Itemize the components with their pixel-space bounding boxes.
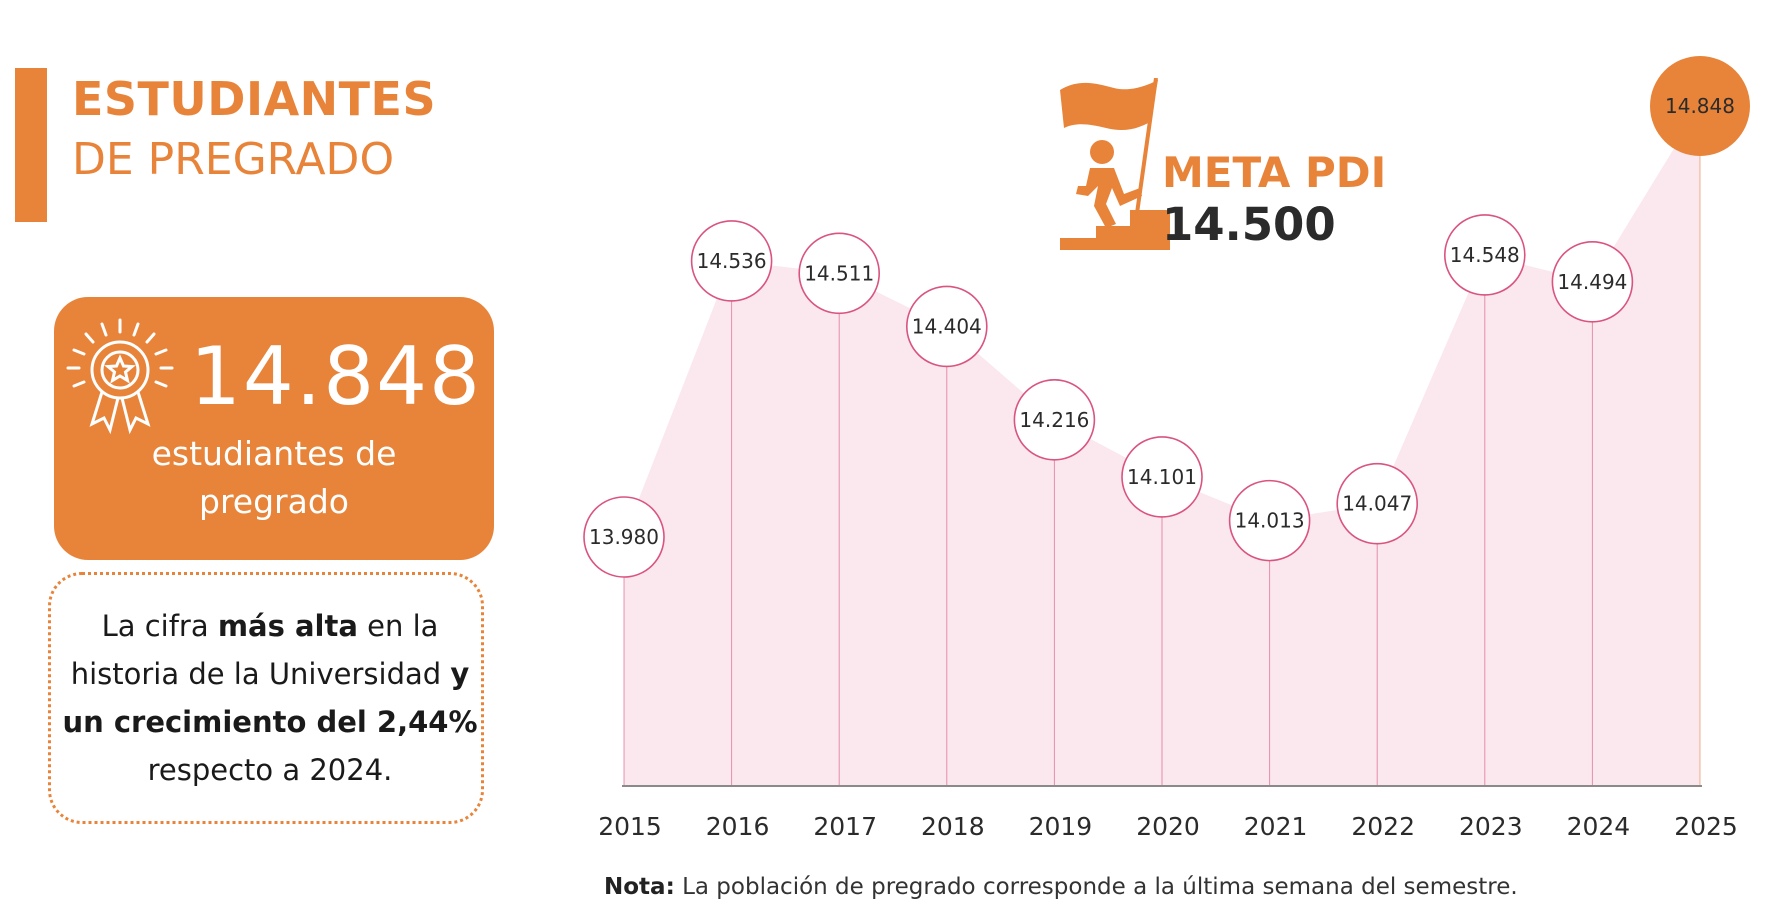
drop-lines <box>623 156 1701 786</box>
x-tick-label-2024: 2024 <box>1567 812 1631 841</box>
x-tick-label-2025: 2025 <box>1674 812 1738 841</box>
data-label-2024: 14.494 <box>1557 270 1627 294</box>
x-tick-label-2018: 2018 <box>921 812 985 841</box>
data-label-2016: 14.536 <box>697 249 767 273</box>
x-tick-label-2017: 2017 <box>813 812 877 841</box>
x-tick-label-2023: 2023 <box>1459 812 1523 841</box>
data-label-2020: 14.101 <box>1127 465 1197 489</box>
marker-2021 <box>1228 479 1311 562</box>
x-tick-label-2015: 2015 <box>598 812 662 841</box>
highlight-note-text: La cifra más alta en la historia de la U… <box>60 602 480 794</box>
data-label-2015: 13.980 <box>589 525 659 549</box>
highlight-note-box <box>48 572 484 824</box>
stat-label-line2: pregrado <box>199 482 349 521</box>
marker-2023 <box>1444 214 1526 296</box>
area-fill <box>624 106 1700 786</box>
data-label-2018: 14.404 <box>912 314 982 338</box>
x-axis-labels: 2015 2016 2017 2018 2019 2020 2021 2022 2023 2024… <box>598 812 1738 841</box>
marker-2022 <box>1336 462 1418 545</box>
note-text-part1: La cifra <box>101 609 218 643</box>
x-tick-label-2016: 2016 <box>706 812 770 841</box>
page-title: ESTUDIANTES <box>72 72 437 126</box>
marker-2017 <box>798 232 881 315</box>
stat-card <box>54 297 494 560</box>
marker-2016 <box>690 220 773 302</box>
note-text-bold2: y un crecimiento del 2,44% <box>62 657 478 739</box>
stat-label: estudiantes de pregrado <box>54 430 494 526</box>
data-label-2019: 14.216 <box>1019 408 1089 432</box>
footnote-text: La población de pregrado corresponde a l… <box>674 874 1518 900</box>
data-label-2022: 14.047 <box>1342 492 1412 516</box>
stat-label-line1: estudiantes de <box>151 434 397 473</box>
marker-2015 <box>583 496 665 578</box>
note-text-bold1: más alta <box>217 609 358 643</box>
marker-2025 <box>1650 56 1750 156</box>
award-ribbon-icon <box>66 318 174 435</box>
page-subtitle: DE PREGRADO <box>72 134 395 185</box>
data-label-2017: 14.511 <box>804 261 874 285</box>
marker-2024 <box>1551 240 1634 323</box>
footnote: Nota: La población de pregrado correspon… <box>604 874 1518 900</box>
marker-2018 <box>905 285 988 368</box>
note-text-part5: respecto a 2024. <box>147 753 393 787</box>
x-tick-label-2019: 2019 <box>1029 812 1093 841</box>
marker-2020 <box>1121 436 1203 518</box>
stat-value: 14.848 <box>190 330 482 423</box>
meta-title: META PDI <box>1162 148 1387 197</box>
footnote-label: Nota: <box>604 874 675 900</box>
note-text-part3: en la historia de la Universidad <box>70 609 451 691</box>
value-markers: 13.980 14.536 14.511 14.404 14.216 14.101 14.0… <box>583 56 1750 578</box>
data-label-2021: 14.013 <box>1235 509 1305 533</box>
x-tick-label-2022: 2022 <box>1351 812 1415 841</box>
x-tick-label-2021: 2021 <box>1244 812 1308 841</box>
x-tick-label-2020: 2020 <box>1136 812 1200 841</box>
data-label-2025: 14.848 <box>1665 94 1735 118</box>
title-accent-bar <box>15 68 47 222</box>
marker-2019 <box>1013 379 1096 461</box>
meta-value: 14.500 <box>1162 198 1336 251</box>
data-label-2023: 14.548 <box>1450 243 1520 267</box>
flag-climber-icon <box>1060 78 1170 250</box>
